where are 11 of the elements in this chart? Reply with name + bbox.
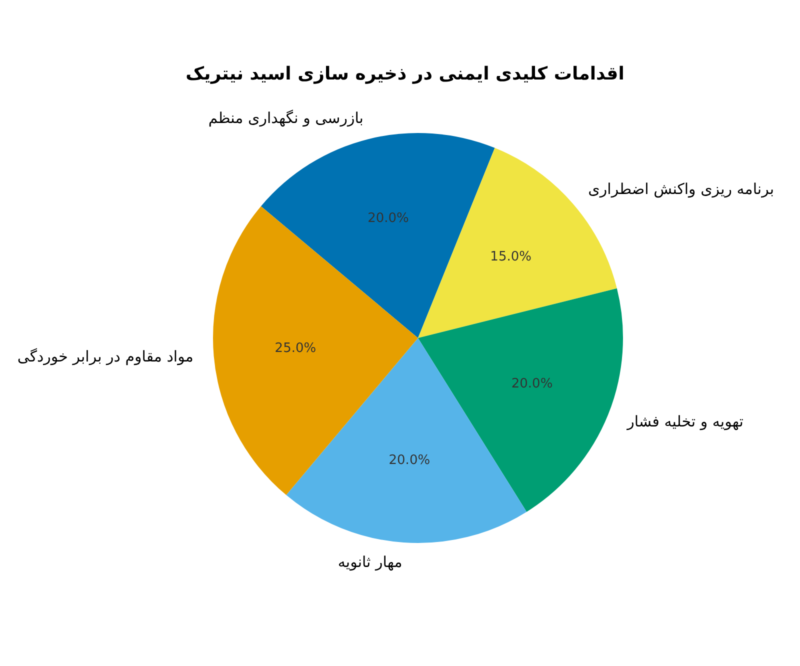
slice-label: مواد مقاوم در برابر خوردگی xyxy=(17,348,194,366)
data-label: 20.0% xyxy=(388,453,430,468)
slice-label: برنامه ریزی واکنش اضطراری xyxy=(588,180,774,198)
data-label: 20.0% xyxy=(368,211,409,226)
data-label: 25.0% xyxy=(274,341,316,356)
data-label: 15.0% xyxy=(490,250,532,265)
slice-label: بازرسی و نگهداری منظم xyxy=(208,109,364,128)
chart-title: اقدامات کلیدی ایمنی در ذخیره سازی اسید نیتریک xyxy=(186,64,624,85)
data-label: 20.0% xyxy=(511,376,553,392)
slice-label: مهار ثانویه xyxy=(338,552,402,571)
slice-label: تهویه و تخلیه فشار xyxy=(626,412,744,430)
